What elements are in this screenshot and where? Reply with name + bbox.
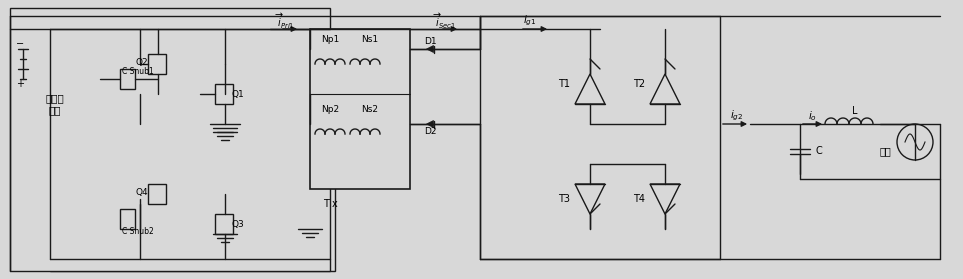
- Text: −: −: [16, 39, 24, 49]
- Bar: [148, 54, 166, 74]
- Text: Q4: Q4: [136, 187, 148, 196]
- Text: Q2: Q2: [136, 57, 148, 66]
- Text: C: C: [815, 146, 821, 156]
- Text: C Snub1: C Snub1: [122, 66, 154, 76]
- Text: T x: T x: [323, 199, 337, 209]
- Bar: [50, 29, 335, 149]
- Text: $\overrightarrow{i}_{Pri1}$: $\overrightarrow{i}_{Pri1}$: [275, 11, 295, 31]
- Text: Ns2: Ns2: [361, 105, 378, 114]
- Bar: [50, 151, 335, 271]
- Text: Q3: Q3: [232, 220, 245, 229]
- Bar: [120, 69, 135, 89]
- Text: Q1: Q1: [232, 90, 245, 98]
- Text: +: +: [16, 79, 24, 89]
- Text: $i_{g1}$: $i_{g1}$: [523, 14, 536, 28]
- Bar: [148, 184, 166, 204]
- Bar: [215, 84, 233, 104]
- Text: $i_o$: $i_o$: [808, 109, 817, 123]
- Text: $\overrightarrow{i}_{Sec1}$: $\overrightarrow{i}_{Sec1}$: [433, 11, 456, 31]
- Text: 光伏电
池板: 光伏电 池板: [45, 93, 65, 115]
- Text: Ns1: Ns1: [361, 35, 378, 44]
- Text: C Snub2: C Snub2: [122, 227, 154, 235]
- Text: T1: T1: [558, 79, 570, 89]
- Text: Np2: Np2: [321, 105, 339, 114]
- Text: T4: T4: [633, 194, 645, 204]
- Text: D1: D1: [424, 37, 436, 45]
- Bar: [10, 8, 330, 271]
- Text: T2: T2: [633, 79, 645, 89]
- Text: Np1: Np1: [321, 35, 339, 44]
- Text: 电网: 电网: [879, 146, 891, 156]
- Bar: [215, 214, 233, 234]
- Polygon shape: [427, 121, 433, 128]
- Text: $i_{g2}$: $i_{g2}$: [730, 109, 743, 123]
- Polygon shape: [427, 45, 433, 52]
- Text: L: L: [852, 106, 858, 116]
- Text: D2: D2: [424, 128, 436, 136]
- Bar: [120, 209, 135, 229]
- Text: T3: T3: [558, 194, 570, 204]
- Bar: [310, 29, 410, 189]
